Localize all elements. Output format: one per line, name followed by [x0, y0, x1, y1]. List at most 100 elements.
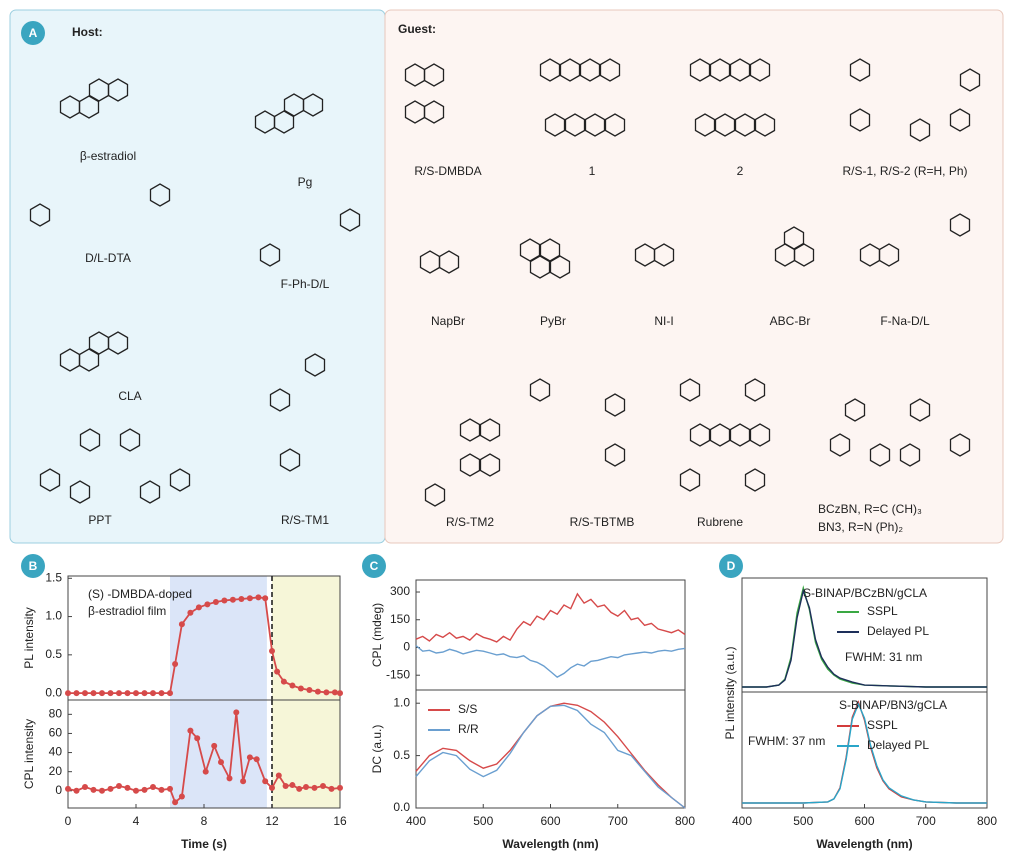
y-tick-label: 0.0	[393, 800, 410, 814]
ring	[579, 58, 601, 82]
y-tick-label: 0.5	[45, 647, 62, 661]
y-tick-label: 40	[49, 745, 63, 759]
y-tick-label: 0	[403, 640, 410, 654]
ring	[78, 95, 100, 119]
panel-label: A	[29, 26, 38, 40]
data-point	[253, 756, 260, 763]
data-point	[262, 778, 269, 785]
data-point	[269, 784, 275, 791]
ring	[119, 428, 141, 452]
panel-badge	[719, 554, 743, 578]
guest-box	[384, 9, 1004, 544]
data-point	[141, 786, 148, 793]
data-point	[150, 783, 156, 790]
y-axis-label: CPL intensity	[22, 719, 36, 789]
data-point	[212, 599, 219, 606]
series-line	[742, 588, 987, 688]
data-point	[178, 621, 185, 628]
molecule-label: PyBr	[540, 314, 566, 328]
molecule-label: Pg	[298, 175, 313, 189]
data-point	[167, 785, 173, 792]
data-point	[218, 759, 224, 766]
chart-title: S-BINAP/BN3/gCLA	[839, 698, 947, 712]
data-point	[282, 783, 289, 790]
y-tick-label: 1.0	[393, 695, 410, 709]
y-tick-label: 80	[49, 707, 63, 721]
x-tick-label: 0	[65, 814, 72, 828]
ring	[749, 423, 771, 447]
ring	[709, 58, 731, 82]
data-point	[107, 785, 114, 792]
molecule-label: F-Ph-D/L	[281, 277, 330, 291]
ring	[269, 388, 291, 412]
data-point	[133, 690, 139, 697]
data-point	[99, 690, 105, 697]
data-point	[240, 778, 247, 785]
ring	[139, 480, 161, 504]
molecule-label: F-Na-D/L	[880, 314, 930, 328]
data-point	[229, 596, 236, 603]
host-title: Host:	[72, 25, 103, 39]
ring	[107, 78, 129, 102]
ring	[69, 480, 91, 504]
x-tick-label: 4	[133, 814, 140, 828]
y-tick-label: 20	[49, 764, 63, 778]
annotation: FWHM: 37 nm	[748, 734, 825, 748]
ring	[909, 118, 931, 142]
molecule-label: BCzBN, R=C (CH)₃	[818, 502, 922, 516]
ring	[679, 468, 701, 492]
ring	[949, 108, 971, 132]
data-point	[280, 678, 287, 685]
y-tick-label: 300	[390, 584, 410, 598]
y-tick-label: 0	[55, 783, 62, 797]
x-tick-label: 400	[406, 814, 426, 828]
ring	[169, 468, 191, 492]
panel-badge	[21, 554, 45, 578]
x-tick-label: 600	[540, 814, 560, 828]
ring	[849, 58, 871, 82]
data-point	[107, 690, 114, 697]
data-point	[202, 768, 209, 775]
ring	[604, 393, 626, 417]
molecule-label: D/L-DTA	[85, 251, 131, 265]
ring	[899, 443, 921, 467]
legend-label: S/S	[458, 702, 477, 716]
panel-label: D	[727, 559, 736, 573]
molecule-label: CLA	[118, 389, 141, 403]
molecule-label: 1	[589, 164, 596, 178]
legend-label: Delayed PL	[867, 624, 929, 638]
ring	[539, 58, 561, 82]
data-point	[303, 783, 309, 790]
molecule-label: BN3, R=N (Ph)₂	[818, 520, 903, 534]
panel-badge	[21, 21, 45, 45]
data-point	[246, 754, 253, 761]
data-point	[73, 690, 80, 697]
ring	[869, 443, 891, 467]
panel-badge	[362, 554, 386, 578]
ring	[604, 443, 626, 467]
ring	[107, 331, 129, 355]
molecule-label: β-estradiol	[80, 149, 136, 163]
molecule-label: PPT	[88, 513, 112, 527]
molecule-label: R/S-TM2	[446, 515, 494, 529]
ring	[279, 448, 301, 472]
data-point	[233, 709, 240, 716]
x-tick-label: 500	[473, 814, 493, 828]
ring	[949, 433, 971, 457]
ring	[709, 423, 731, 447]
ring	[273, 110, 295, 134]
ring	[744, 378, 766, 402]
data-point	[187, 727, 194, 734]
ring	[539, 238, 561, 262]
y-tick-label: 1.5	[45, 570, 62, 584]
data-point	[226, 775, 233, 782]
data-point	[314, 688, 321, 695]
ring	[694, 113, 716, 137]
ring	[549, 255, 571, 279]
ring	[302, 93, 324, 117]
ring	[79, 428, 101, 452]
x-tick-label: 8	[201, 814, 208, 828]
plot-frame	[415, 579, 686, 691]
data-point	[274, 668, 281, 675]
